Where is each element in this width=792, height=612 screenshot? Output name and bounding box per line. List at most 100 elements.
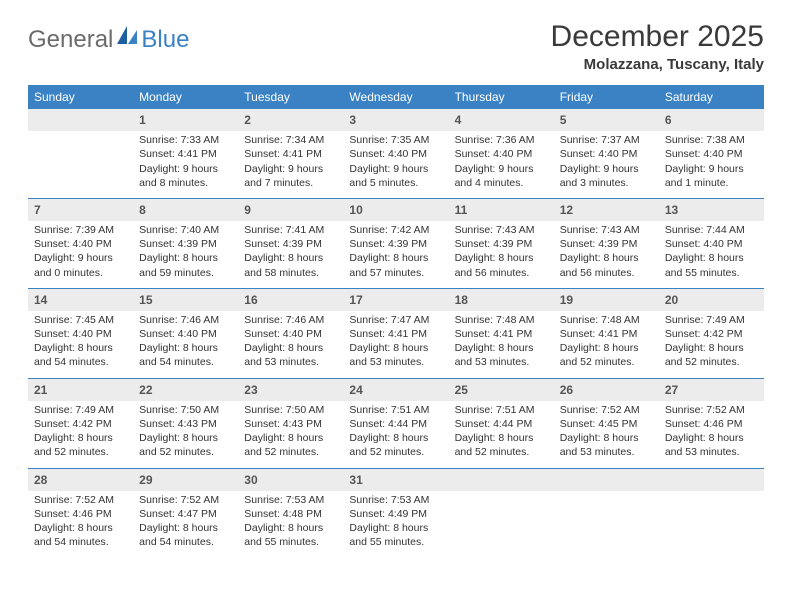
calendar-table: Sunday Monday Tuesday Wednesday Thursday… <box>28 85 764 557</box>
daylight-text: Daylight: 8 hours and 53 minutes. <box>244 341 337 369</box>
calendar-page: General Blue December 2025 Molazzana, Tu… <box>0 0 792 577</box>
day-details: Sunrise: 7:52 AMSunset: 4:47 PMDaylight:… <box>133 491 238 558</box>
day-number: 21 <box>28 379 133 401</box>
sunset-text: Sunset: 4:41 PM <box>560 327 653 341</box>
calendar-day-cell: 19Sunrise: 7:48 AMSunset: 4:41 PMDayligh… <box>554 288 659 378</box>
daylight-text: Daylight: 8 hours and 52 minutes. <box>560 341 653 369</box>
day-details: Sunrise: 7:38 AMSunset: 4:40 PMDaylight:… <box>659 131 764 198</box>
sunset-text: Sunset: 4:39 PM <box>244 237 337 251</box>
sunset-text: Sunset: 4:40 PM <box>244 327 337 341</box>
calendar-day-cell: 3Sunrise: 7:35 AMSunset: 4:40 PMDaylight… <box>343 109 448 198</box>
day-number: 1 <box>133 109 238 131</box>
day-number: 3 <box>343 109 448 131</box>
daylight-text: Daylight: 8 hours and 53 minutes. <box>455 341 548 369</box>
calendar-day-cell <box>554 468 659 557</box>
day-number: 19 <box>554 289 659 311</box>
sunrise-text: Sunrise: 7:50 AM <box>139 403 232 417</box>
day-number: 10 <box>343 199 448 221</box>
sunrise-text: Sunrise: 7:48 AM <box>455 313 548 327</box>
daylight-text: Daylight: 8 hours and 54 minutes. <box>34 521 127 549</box>
day-number: 11 <box>449 199 554 221</box>
day-details: Sunrise: 7:39 AMSunset: 4:40 PMDaylight:… <box>28 221 133 288</box>
sunrise-text: Sunrise: 7:52 AM <box>560 403 653 417</box>
calendar-day-cell <box>28 109 133 198</box>
weekday-header: Friday <box>554 85 659 109</box>
day-details: Sunrise: 7:36 AMSunset: 4:40 PMDaylight:… <box>449 131 554 198</box>
sunset-text: Sunset: 4:39 PM <box>560 237 653 251</box>
day-details: Sunrise: 7:44 AMSunset: 4:40 PMDaylight:… <box>659 221 764 288</box>
day-number <box>28 109 133 131</box>
calendar-body: 1Sunrise: 7:33 AMSunset: 4:41 PMDaylight… <box>28 109 764 557</box>
sunrise-text: Sunrise: 7:49 AM <box>665 313 758 327</box>
calendar-day-cell: 16Sunrise: 7:46 AMSunset: 4:40 PMDayligh… <box>238 288 343 378</box>
sunset-text: Sunset: 4:49 PM <box>349 507 442 521</box>
sunset-text: Sunset: 4:46 PM <box>665 417 758 431</box>
sunrise-text: Sunrise: 7:51 AM <box>349 403 442 417</box>
daylight-text: Daylight: 8 hours and 52 minutes. <box>349 431 442 459</box>
calendar-day-cell: 13Sunrise: 7:44 AMSunset: 4:40 PMDayligh… <box>659 198 764 288</box>
day-number: 29 <box>133 469 238 491</box>
daylight-text: Daylight: 8 hours and 56 minutes. <box>455 251 548 279</box>
day-details: Sunrise: 7:46 AMSunset: 4:40 PMDaylight:… <box>133 311 238 378</box>
daylight-text: Daylight: 8 hours and 57 minutes. <box>349 251 442 279</box>
sunset-text: Sunset: 4:40 PM <box>455 147 548 161</box>
weekday-header: Tuesday <box>238 85 343 109</box>
day-number <box>659 469 764 491</box>
daylight-text: Daylight: 9 hours and 5 minutes. <box>349 162 442 190</box>
day-number: 15 <box>133 289 238 311</box>
day-number: 9 <box>238 199 343 221</box>
daylight-text: Daylight: 9 hours and 0 minutes. <box>34 251 127 279</box>
daylight-text: Daylight: 9 hours and 4 minutes. <box>455 162 548 190</box>
sunrise-text: Sunrise: 7:46 AM <box>244 313 337 327</box>
sunrise-text: Sunrise: 7:46 AM <box>139 313 232 327</box>
calendar-week-row: 28Sunrise: 7:52 AMSunset: 4:46 PMDayligh… <box>28 468 764 557</box>
location-label: Molazzana, Tuscany, Italy <box>551 56 764 73</box>
day-number: 13 <box>659 199 764 221</box>
sunset-text: Sunset: 4:39 PM <box>455 237 548 251</box>
sunset-text: Sunset: 4:44 PM <box>455 417 548 431</box>
day-details: Sunrise: 7:51 AMSunset: 4:44 PMDaylight:… <box>343 401 448 468</box>
daylight-text: Daylight: 8 hours and 58 minutes. <box>244 251 337 279</box>
calendar-day-cell: 5Sunrise: 7:37 AMSunset: 4:40 PMDaylight… <box>554 109 659 198</box>
sunset-text: Sunset: 4:41 PM <box>244 147 337 161</box>
calendar-day-cell: 8Sunrise: 7:40 AMSunset: 4:39 PMDaylight… <box>133 198 238 288</box>
daylight-text: Daylight: 8 hours and 59 minutes. <box>139 251 232 279</box>
calendar-week-row: 21Sunrise: 7:49 AMSunset: 4:42 PMDayligh… <box>28 378 764 468</box>
daylight-text: Daylight: 9 hours and 8 minutes. <box>139 162 232 190</box>
sunset-text: Sunset: 4:43 PM <box>139 417 232 431</box>
sunrise-text: Sunrise: 7:53 AM <box>244 493 337 507</box>
calendar-day-cell: 1Sunrise: 7:33 AMSunset: 4:41 PMDaylight… <box>133 109 238 198</box>
calendar-day-cell: 11 Sunrise: 7:43 AMSunset: 4:39 PMDayligh… <box>449 198 554 288</box>
day-number: 14 <box>28 289 133 311</box>
sunrise-text: Sunrise: 7:42 AM <box>349 223 442 237</box>
sunset-text: Sunset: 4:47 PM <box>139 507 232 521</box>
sunset-text: Sunset: 4:42 PM <box>34 417 127 431</box>
daylight-text: Daylight: 8 hours and 55 minutes. <box>349 521 442 549</box>
calendar-day-cell: 29Sunrise: 7:52 AMSunset: 4:47 PMDayligh… <box>133 468 238 557</box>
day-details: Sunrise: 7:49 AMSunset: 4:42 PMDaylight:… <box>28 401 133 468</box>
logo-sail-icon <box>117 26 139 51</box>
day-details: Sunrise: 7:52 AMSunset: 4:45 PMDaylight:… <box>554 401 659 468</box>
daylight-text: Daylight: 8 hours and 53 minutes. <box>665 431 758 459</box>
sunset-text: Sunset: 4:41 PM <box>349 327 442 341</box>
calendar-day-cell: 22Sunrise: 7:50 AMSunset: 4:43 PMDayligh… <box>133 378 238 468</box>
daylight-text: Daylight: 8 hours and 55 minutes. <box>244 521 337 549</box>
daylight-text: Daylight: 8 hours and 52 minutes. <box>665 341 758 369</box>
day-details: Sunrise: 7:34 AMSunset: 4:41 PMDaylight:… <box>238 131 343 198</box>
day-details: Sunrise: 7:43 AMSunset: 4:39 PMDaylight:… <box>554 221 659 288</box>
title-block: December 2025 Molazzana, Tuscany, Italy <box>551 20 764 73</box>
day-details: Sunrise: 7:52 AMSunset: 4:46 PMDaylight:… <box>659 401 764 468</box>
sunrise-text: Sunrise: 7:35 AM <box>349 133 442 147</box>
calendar-day-cell: 9Sunrise: 7:41 AMSunset: 4:39 PMDaylight… <box>238 198 343 288</box>
day-details: Sunrise: 7:53 AMSunset: 4:48 PMDaylight:… <box>238 491 343 558</box>
day-number: 23 <box>238 379 343 401</box>
sunrise-text: Sunrise: 7:53 AM <box>349 493 442 507</box>
sunrise-text: Sunrise: 7:44 AM <box>665 223 758 237</box>
calendar-day-cell: 21Sunrise: 7:49 AMSunset: 4:42 PMDayligh… <box>28 378 133 468</box>
daylight-text: Daylight: 8 hours and 52 minutes. <box>244 431 337 459</box>
sunrise-text: Sunrise: 7:52 AM <box>34 493 127 507</box>
sunset-text: Sunset: 4:39 PM <box>139 237 232 251</box>
sunrise-text: Sunrise: 7:43 AM <box>455 223 548 237</box>
day-number: 4 <box>449 109 554 131</box>
day-number: 31 <box>343 469 448 491</box>
